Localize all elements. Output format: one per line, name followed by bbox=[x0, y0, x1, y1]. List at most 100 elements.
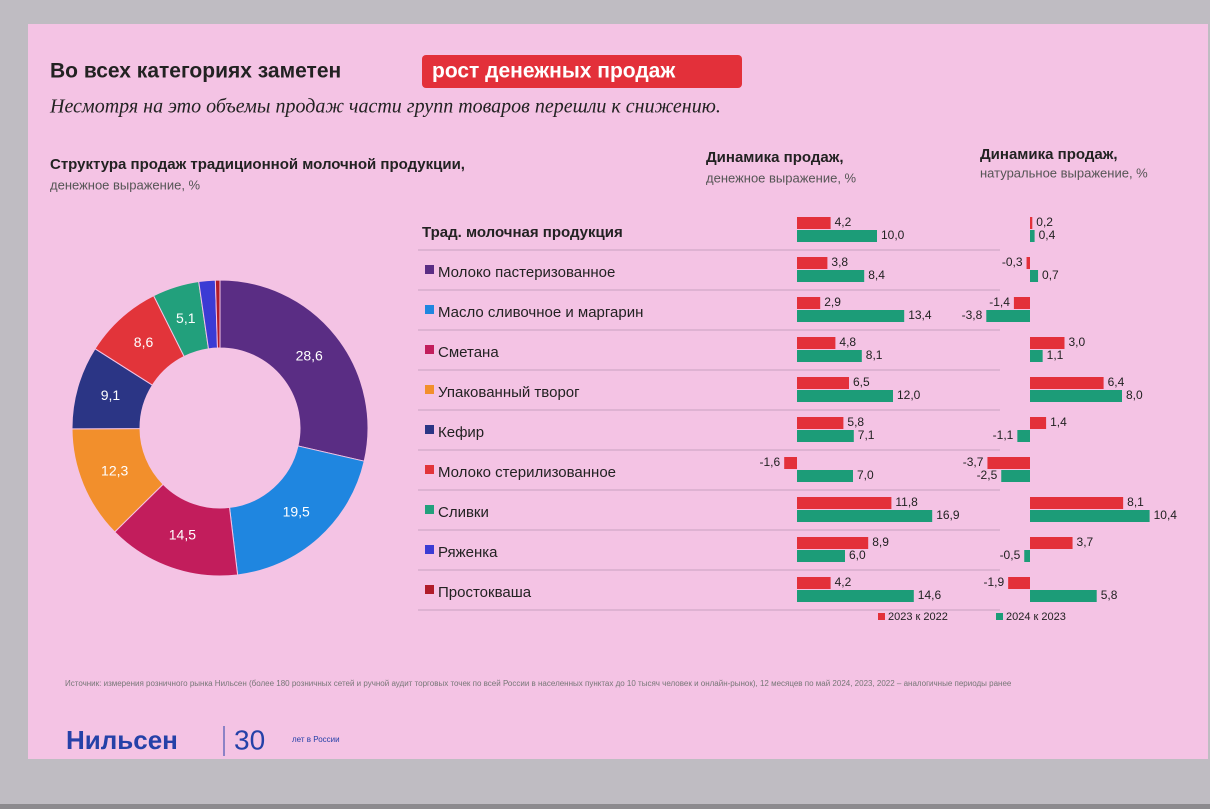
bar bbox=[797, 537, 869, 549]
legend-swatch bbox=[425, 305, 434, 314]
pie-slice bbox=[214, 279, 221, 349]
slice-label: 5,1 bbox=[176, 310, 196, 326]
value-label: 2,9 bbox=[824, 295, 841, 309]
bar bbox=[797, 337, 836, 349]
row-label: Трад. молочная продукция bbox=[422, 224, 623, 241]
bar bbox=[1013, 297, 1030, 309]
slice-label: 28,6 bbox=[296, 348, 323, 364]
value-label: 8,0 bbox=[1126, 388, 1143, 402]
bar bbox=[797, 217, 831, 229]
slice-label: 8,6 bbox=[134, 334, 154, 350]
slide-title-highlight: рост денежных продаж bbox=[432, 60, 676, 83]
bar-subtitle: натуральное выражение, % bbox=[980, 165, 1148, 180]
bar bbox=[797, 230, 877, 242]
source-note: Источник: измерения розничного рынка Нил… bbox=[65, 679, 1012, 688]
legend-swatch bbox=[425, 505, 434, 514]
bar bbox=[1026, 257, 1030, 269]
bar bbox=[987, 457, 1030, 469]
legend-label: 2023 к 2022 bbox=[888, 611, 948, 623]
value-label: 0,4 bbox=[1039, 228, 1056, 242]
value-label: 16,9 bbox=[936, 508, 960, 522]
bar bbox=[1030, 350, 1043, 362]
bar bbox=[797, 350, 862, 362]
legend-swatch bbox=[996, 613, 1003, 620]
value-label: 7,1 bbox=[858, 428, 875, 442]
row-label: Сметана bbox=[438, 344, 499, 361]
value-label: -2,5 bbox=[977, 468, 998, 482]
value-label: -1,9 bbox=[983, 575, 1004, 589]
bar bbox=[797, 577, 831, 589]
bar bbox=[1030, 590, 1097, 602]
slide-subtitle: Несмотря на это объемы продаж части груп… bbox=[49, 96, 721, 118]
bar bbox=[1030, 270, 1039, 282]
value-label: 6,5 bbox=[853, 375, 870, 389]
bar bbox=[797, 297, 821, 309]
value-label: 10,0 bbox=[881, 228, 905, 242]
bar bbox=[1030, 217, 1033, 229]
value-label: 6,4 bbox=[1108, 375, 1125, 389]
bar bbox=[1030, 337, 1065, 349]
highlight-bg bbox=[422, 55, 742, 88]
bar bbox=[797, 510, 933, 522]
bar bbox=[1008, 577, 1030, 589]
row-label: Сливки bbox=[438, 504, 489, 521]
value-label: 8,1 bbox=[866, 348, 883, 362]
bar bbox=[1030, 390, 1122, 402]
slice-label: 9,1 bbox=[101, 387, 121, 403]
bar-title: Динамика продаж, bbox=[980, 146, 1118, 163]
value-label: 4,2 bbox=[835, 215, 852, 229]
value-label: -1,6 bbox=[760, 455, 781, 469]
value-label: 5,8 bbox=[847, 415, 864, 429]
bar bbox=[797, 270, 865, 282]
bar bbox=[1024, 550, 1030, 562]
value-label: 8,9 bbox=[872, 535, 889, 549]
bar bbox=[797, 497, 892, 509]
bar bbox=[986, 310, 1030, 322]
bar bbox=[1030, 230, 1035, 242]
bar bbox=[797, 377, 849, 389]
value-label: -3,7 bbox=[963, 455, 984, 469]
value-label: 4,8 bbox=[839, 335, 856, 349]
bar bbox=[797, 310, 905, 322]
legend-swatch bbox=[425, 345, 434, 354]
value-label: 3,8 bbox=[831, 255, 848, 269]
row-label: Молоко пастеризованное bbox=[438, 264, 615, 281]
legend-swatch bbox=[425, 545, 434, 554]
legend-swatch bbox=[425, 265, 434, 274]
slide-title: Во всех категориях заметен bbox=[50, 60, 341, 83]
value-label: 12,0 bbox=[897, 388, 921, 402]
row-label: Простокваша bbox=[438, 584, 532, 601]
row-label: Ряженка bbox=[438, 544, 498, 561]
value-label: 10,4 bbox=[1154, 508, 1178, 522]
slice-label: 14,5 bbox=[169, 526, 196, 542]
value-label: 5,8 bbox=[1101, 588, 1118, 602]
value-label: -1,1 bbox=[993, 428, 1014, 442]
logo: Нильсен bbox=[66, 725, 178, 755]
value-label: 7,0 bbox=[857, 468, 874, 482]
value-label: 11,8 bbox=[895, 495, 918, 509]
value-label: 0,2 bbox=[1036, 215, 1053, 229]
value-label: 1,4 bbox=[1050, 415, 1067, 429]
bar bbox=[797, 390, 893, 402]
row-label: Упакованный творог bbox=[438, 384, 580, 401]
bar bbox=[1030, 377, 1104, 389]
value-label: 3,0 bbox=[1069, 335, 1086, 349]
row-label: Масло сливочное и маргарин bbox=[438, 304, 643, 321]
bar bbox=[797, 590, 914, 602]
row-label: Кефир bbox=[438, 424, 484, 441]
value-label: 14,6 bbox=[918, 588, 942, 602]
bar bbox=[1030, 497, 1124, 509]
legend-swatch bbox=[425, 425, 434, 434]
value-label: -1,4 bbox=[989, 295, 1010, 309]
value-label: -0,5 bbox=[1000, 548, 1021, 562]
value-label: 0,7 bbox=[1042, 268, 1059, 282]
bar bbox=[797, 550, 845, 562]
bar bbox=[1030, 417, 1047, 429]
value-label: -0,3 bbox=[1002, 255, 1023, 269]
bar-title: Динамика продаж, bbox=[706, 149, 844, 166]
value-label: 13,4 bbox=[908, 308, 932, 322]
bar-subtitle: денежное выражение, % bbox=[706, 170, 857, 185]
pie-subtitle: денежное выражение, % bbox=[50, 177, 201, 192]
bar bbox=[784, 457, 797, 469]
